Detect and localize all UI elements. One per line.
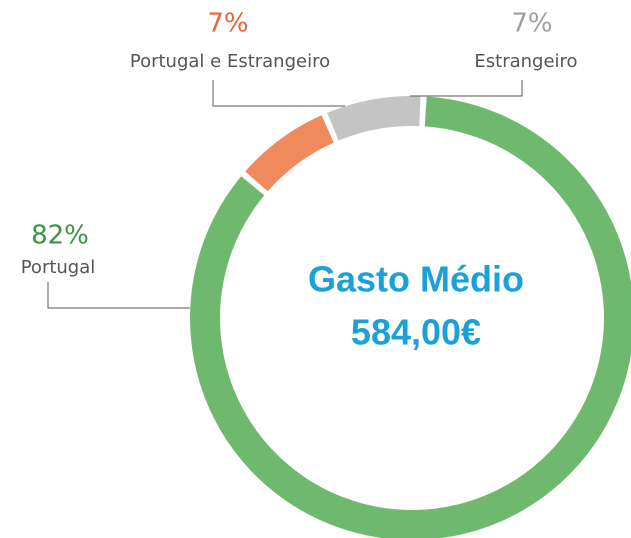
category-label: Portugal e Estrangeiro bbox=[130, 51, 330, 72]
value-label: 82% bbox=[31, 221, 89, 251]
leader-line bbox=[47, 282, 190, 309]
category-label: Portugal bbox=[21, 257, 96, 278]
value-label: 7% bbox=[511, 9, 552, 39]
center-title: Gasto Médio bbox=[308, 259, 524, 300]
value-label: 7% bbox=[207, 9, 248, 39]
leader-line bbox=[410, 80, 523, 97]
leader-line bbox=[212, 80, 345, 107]
donut-segment bbox=[245, 115, 334, 192]
center-value: 584,00€ bbox=[351, 312, 481, 353]
category-label: Estrangeiro bbox=[474, 51, 577, 72]
donut-segment bbox=[327, 96, 421, 141]
